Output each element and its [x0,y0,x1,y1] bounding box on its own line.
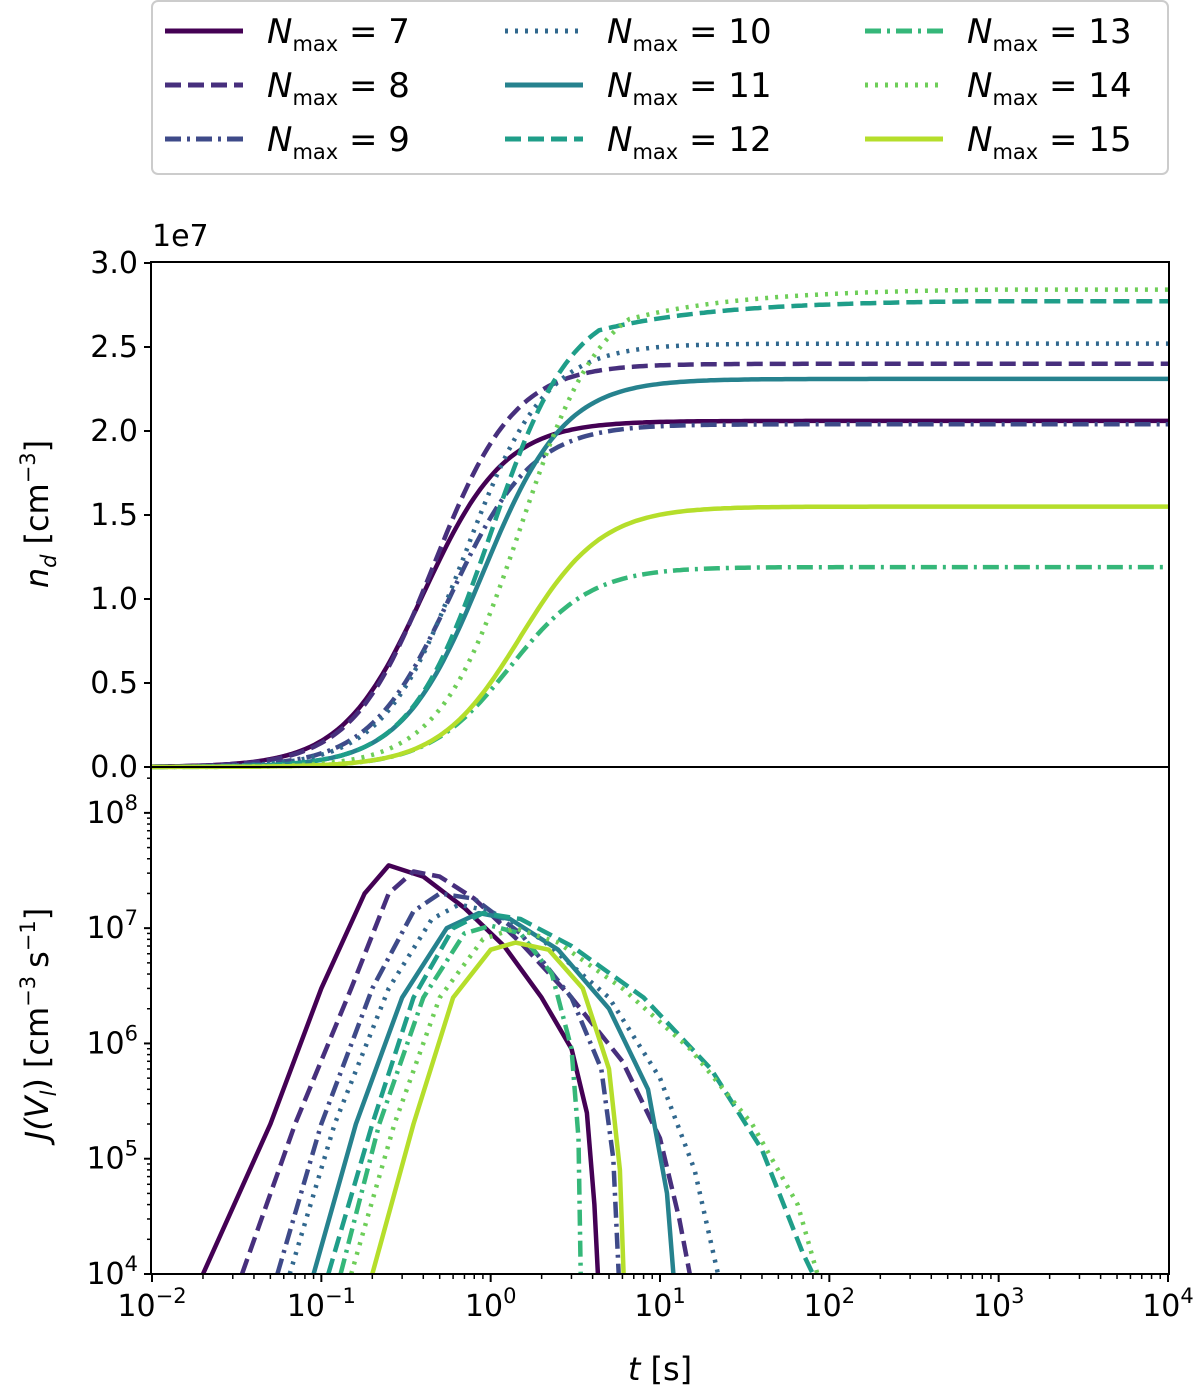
legend-label: Nmax = 12 [607,120,772,164]
legend-item-10: Nmax = 10 [505,12,772,56]
legend-item-14: Nmax = 14 [865,66,1132,110]
legend-item-11: Nmax = 11 [505,66,772,110]
top-series-line-14 [152,287,1168,770]
bottom-plot-frame [150,766,1170,1275]
top-series-line-7 [151,418,1168,769]
bottom-series-lines [200,863,820,1275]
bottom-panel: 104 105 106 107 108 10−2 10−1 100 101 102 103 104 … [16,766,1194,1386]
bottom-y-tick-label: 107 [86,906,138,946]
bottom-series-line-9 [275,891,621,1275]
top-y-tick-label: 1.5 [90,498,138,533]
top-series-line-12 [152,299,1168,770]
legend-item-9: Nmax = 9 [165,120,410,164]
legend-label: Nmax = 11 [607,66,772,110]
legend-frame [151,0,1169,175]
legend: Nmax = 7 Nmax = 8 Nmax = 9 Nmax = 10 Nmax = … [151,0,1169,175]
top-series-line-13 [152,564,1168,770]
top-y-tick-label: 1.0 [90,582,138,617]
top-panel: 0.0 0.5 1.0 1.5 2.0 2.5 3.0 1e7 nd[cm−3] [16,219,1170,785]
legend-item-8: Nmax = 8 [165,66,410,110]
legend-label: Nmax = 8 [267,66,410,110]
top-y-axis-label: nd[cm−3] [16,440,61,588]
x-tick-label: 103 [973,1284,1025,1324]
top-y-tick-label: 2.0 [90,414,138,449]
legend-label: Nmax = 14 [967,66,1132,110]
bottom-series-line-8 [239,869,693,1275]
x-axis-label: t [s] [628,1350,692,1386]
top-y-ticks: 0.0 0.5 1.0 1.5 2.0 2.5 3.0 [90,246,152,785]
top-y-tick-label: 0.0 [90,750,138,785]
top-y-tick-label: 3.0 [90,246,138,281]
bottom-series-line-15 [370,940,626,1275]
legend-label: Nmax = 15 [967,120,1132,164]
top-y-tick-label: 2.5 [90,330,138,365]
legend-label: Nmax = 7 [267,12,410,56]
top-series-line-9 [152,422,1168,770]
bottom-y-tick-label: 104 [86,1252,138,1292]
legend-item-12: Nmax = 12 [505,120,772,164]
bottom-series-line-11 [311,910,676,1275]
legend-label: Nmax = 13 [967,12,1132,56]
x-tick-label: 10−1 [287,1284,356,1324]
top-series-line-8 [152,361,1168,769]
legend-item-13: Nmax = 13 [865,12,1132,56]
bottom-series-line-12 [326,910,815,1275]
bottom-series-line-13 [338,923,583,1275]
bottom-y-tick-label: 108 [86,791,138,831]
bottom-y-tick-label: 106 [86,1021,138,1061]
x-tick-label: 102 [804,1284,856,1324]
top-series-line-11 [152,376,1168,770]
top-series-lines [151,287,1168,770]
top-series-line-15 [152,504,1168,770]
x-tick-label: 100 [465,1284,517,1324]
bottom-y-ticks: 104 105 106 107 108 [86,777,152,1292]
bottom-series-line-14 [349,925,820,1275]
legend-label: Nmax = 10 [607,12,772,56]
top-offset-text: 1e7 [152,219,209,254]
top-y-tick-label: 0.5 [90,666,138,701]
x-tick-label: 10−2 [117,1284,186,1324]
bottom-y-axis-label: J(Vl)[cm−3s−1] [16,908,61,1146]
bottom-y-tick-label: 105 [86,1137,138,1177]
x-tick-label: 104 [1142,1284,1194,1324]
x-tick-label: 101 [634,1284,686,1324]
legend-label: Nmax = 9 [267,120,410,164]
bottom-series-line-10 [287,902,721,1275]
x-axis-ticks: 10−2 10−1 100 101 102 103 104 [117,1274,1194,1324]
legend-item-15: Nmax = 15 [865,120,1132,164]
top-series-line-10 [152,341,1168,770]
legend-item-7: Nmax = 7 [165,12,410,56]
